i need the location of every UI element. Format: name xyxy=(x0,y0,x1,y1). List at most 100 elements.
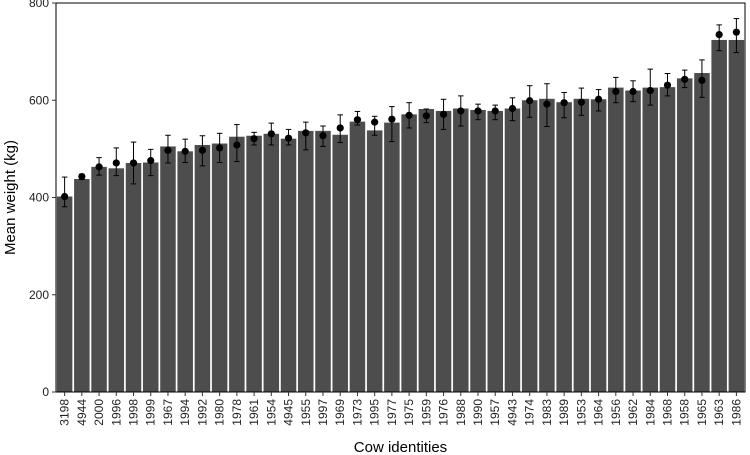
bar-1990 xyxy=(470,109,486,392)
point-1969 xyxy=(336,124,344,132)
point-1963 xyxy=(715,31,723,39)
bar-1968 xyxy=(659,87,676,392)
x-tick-label-1969: 1969 xyxy=(333,399,347,426)
bar-1996 xyxy=(108,168,125,392)
y-tick-label-800: 800 xyxy=(29,0,49,10)
x-tick-label-3198: 3198 xyxy=(58,399,72,426)
bar-1988 xyxy=(453,108,469,393)
point-1955 xyxy=(302,129,310,137)
bar-1969 xyxy=(332,134,348,392)
x-tick-label-1961: 1961 xyxy=(247,399,261,426)
bar-1974 xyxy=(521,100,538,392)
point-1992 xyxy=(198,146,207,154)
x-tick-label-1999: 1999 xyxy=(144,399,158,426)
bars-layer xyxy=(56,39,745,393)
x-tick-label-4945: 4945 xyxy=(282,399,296,426)
point-1962 xyxy=(629,87,637,96)
bar-1999 xyxy=(142,162,159,392)
bar-1984 xyxy=(642,87,659,393)
point-1956 xyxy=(612,87,620,96)
bar-1983 xyxy=(539,98,555,392)
point-1980 xyxy=(216,144,224,152)
bar-3198 xyxy=(56,196,73,392)
point-1973 xyxy=(353,116,362,124)
bar-1962 xyxy=(625,90,641,393)
point-1959 xyxy=(422,112,430,120)
bar-1998 xyxy=(125,162,142,392)
bar-1953 xyxy=(573,98,590,392)
point-1961 xyxy=(250,135,258,143)
x-tick-label-1957: 1957 xyxy=(488,399,502,426)
x-tick-label-1955: 1955 xyxy=(299,399,313,426)
bar-1961 xyxy=(246,135,262,392)
x-tick-label-1978: 1978 xyxy=(230,399,244,426)
bar-1975 xyxy=(401,114,417,392)
x-tick-label-1996: 1996 xyxy=(109,399,123,426)
bar-1994 xyxy=(177,151,193,392)
x-tick-label-1954: 1954 xyxy=(264,399,278,426)
panel-border xyxy=(55,2,746,393)
bar-1965 xyxy=(694,73,710,393)
x-tick-label-1997: 1997 xyxy=(316,399,330,426)
x-tick-label-1992: 1992 xyxy=(195,399,209,426)
bar-1976 xyxy=(435,110,452,392)
bar-1967 xyxy=(160,146,176,392)
point-1953 xyxy=(577,98,585,106)
x-tick-label-1953: 1953 xyxy=(574,399,588,426)
x-tick-label-1976: 1976 xyxy=(437,399,451,426)
points-layer xyxy=(61,28,740,201)
error-bar-1977 xyxy=(389,106,395,143)
bar-4945 xyxy=(280,138,297,392)
bar-1964 xyxy=(590,99,607,392)
bar-1954 xyxy=(263,133,280,392)
point-1958 xyxy=(681,75,689,83)
x-tick-label-1959: 1959 xyxy=(419,399,433,426)
point-1984 xyxy=(646,86,654,95)
x-tick-label-2000: 2000 xyxy=(92,399,106,426)
point-1965 xyxy=(698,76,706,84)
x-tick-label-1980: 1980 xyxy=(213,399,227,426)
point-1994 xyxy=(181,147,189,155)
x-tick-label-1974: 1974 xyxy=(523,399,537,426)
x-axis: 3198 4944 2000 1996 1998 1999 1967 1994 1992 1980… xyxy=(58,392,743,426)
y-axis: 0 200 400 600 800 xyxy=(29,0,56,399)
bar-1963 xyxy=(711,39,727,393)
x-tick-label-1975: 1975 xyxy=(402,399,416,426)
x-tick-label-1994: 1994 xyxy=(178,399,192,426)
x-tick-label-1964: 1964 xyxy=(592,399,606,426)
x-tick-label-1998: 1998 xyxy=(127,399,141,426)
point-1976 xyxy=(439,110,448,118)
bar-1957 xyxy=(487,110,503,392)
bar-2000 xyxy=(91,166,107,392)
point-1964 xyxy=(594,95,603,103)
bar-1955 xyxy=(298,130,314,393)
bar-1977 xyxy=(384,122,400,393)
bar-1986 xyxy=(728,39,745,393)
x-tick-label-1990: 1990 xyxy=(471,399,485,426)
point-1997 xyxy=(319,132,327,140)
x-tick-label-1986: 1986 xyxy=(729,399,743,426)
point-1974 xyxy=(526,97,534,105)
x-tick-label-1958: 1958 xyxy=(678,399,692,426)
x-tick-label-1962: 1962 xyxy=(626,399,640,426)
point-1954 xyxy=(267,130,275,138)
bar-4943 xyxy=(504,108,521,393)
point-1996 xyxy=(112,159,120,167)
x-tick-label-4943: 4943 xyxy=(505,399,519,426)
x-tick-label-1983: 1983 xyxy=(540,399,554,426)
point-1983 xyxy=(543,100,551,108)
point-1977 xyxy=(388,115,396,123)
point-1957 xyxy=(491,107,499,115)
bar-1973 xyxy=(349,121,366,393)
bar-1992 xyxy=(194,144,211,392)
error-bar-3198 xyxy=(61,176,68,208)
point-1968 xyxy=(663,81,672,89)
y-axis-title: Mean weight (kg) xyxy=(2,140,19,255)
point-4944 xyxy=(78,172,86,181)
point-1975 xyxy=(405,111,413,119)
point-1990 xyxy=(474,107,482,115)
x-tick-label-1989: 1989 xyxy=(557,399,571,426)
y-tick-label-600: 600 xyxy=(29,93,49,107)
y-tick-label-400: 400 xyxy=(29,191,49,205)
